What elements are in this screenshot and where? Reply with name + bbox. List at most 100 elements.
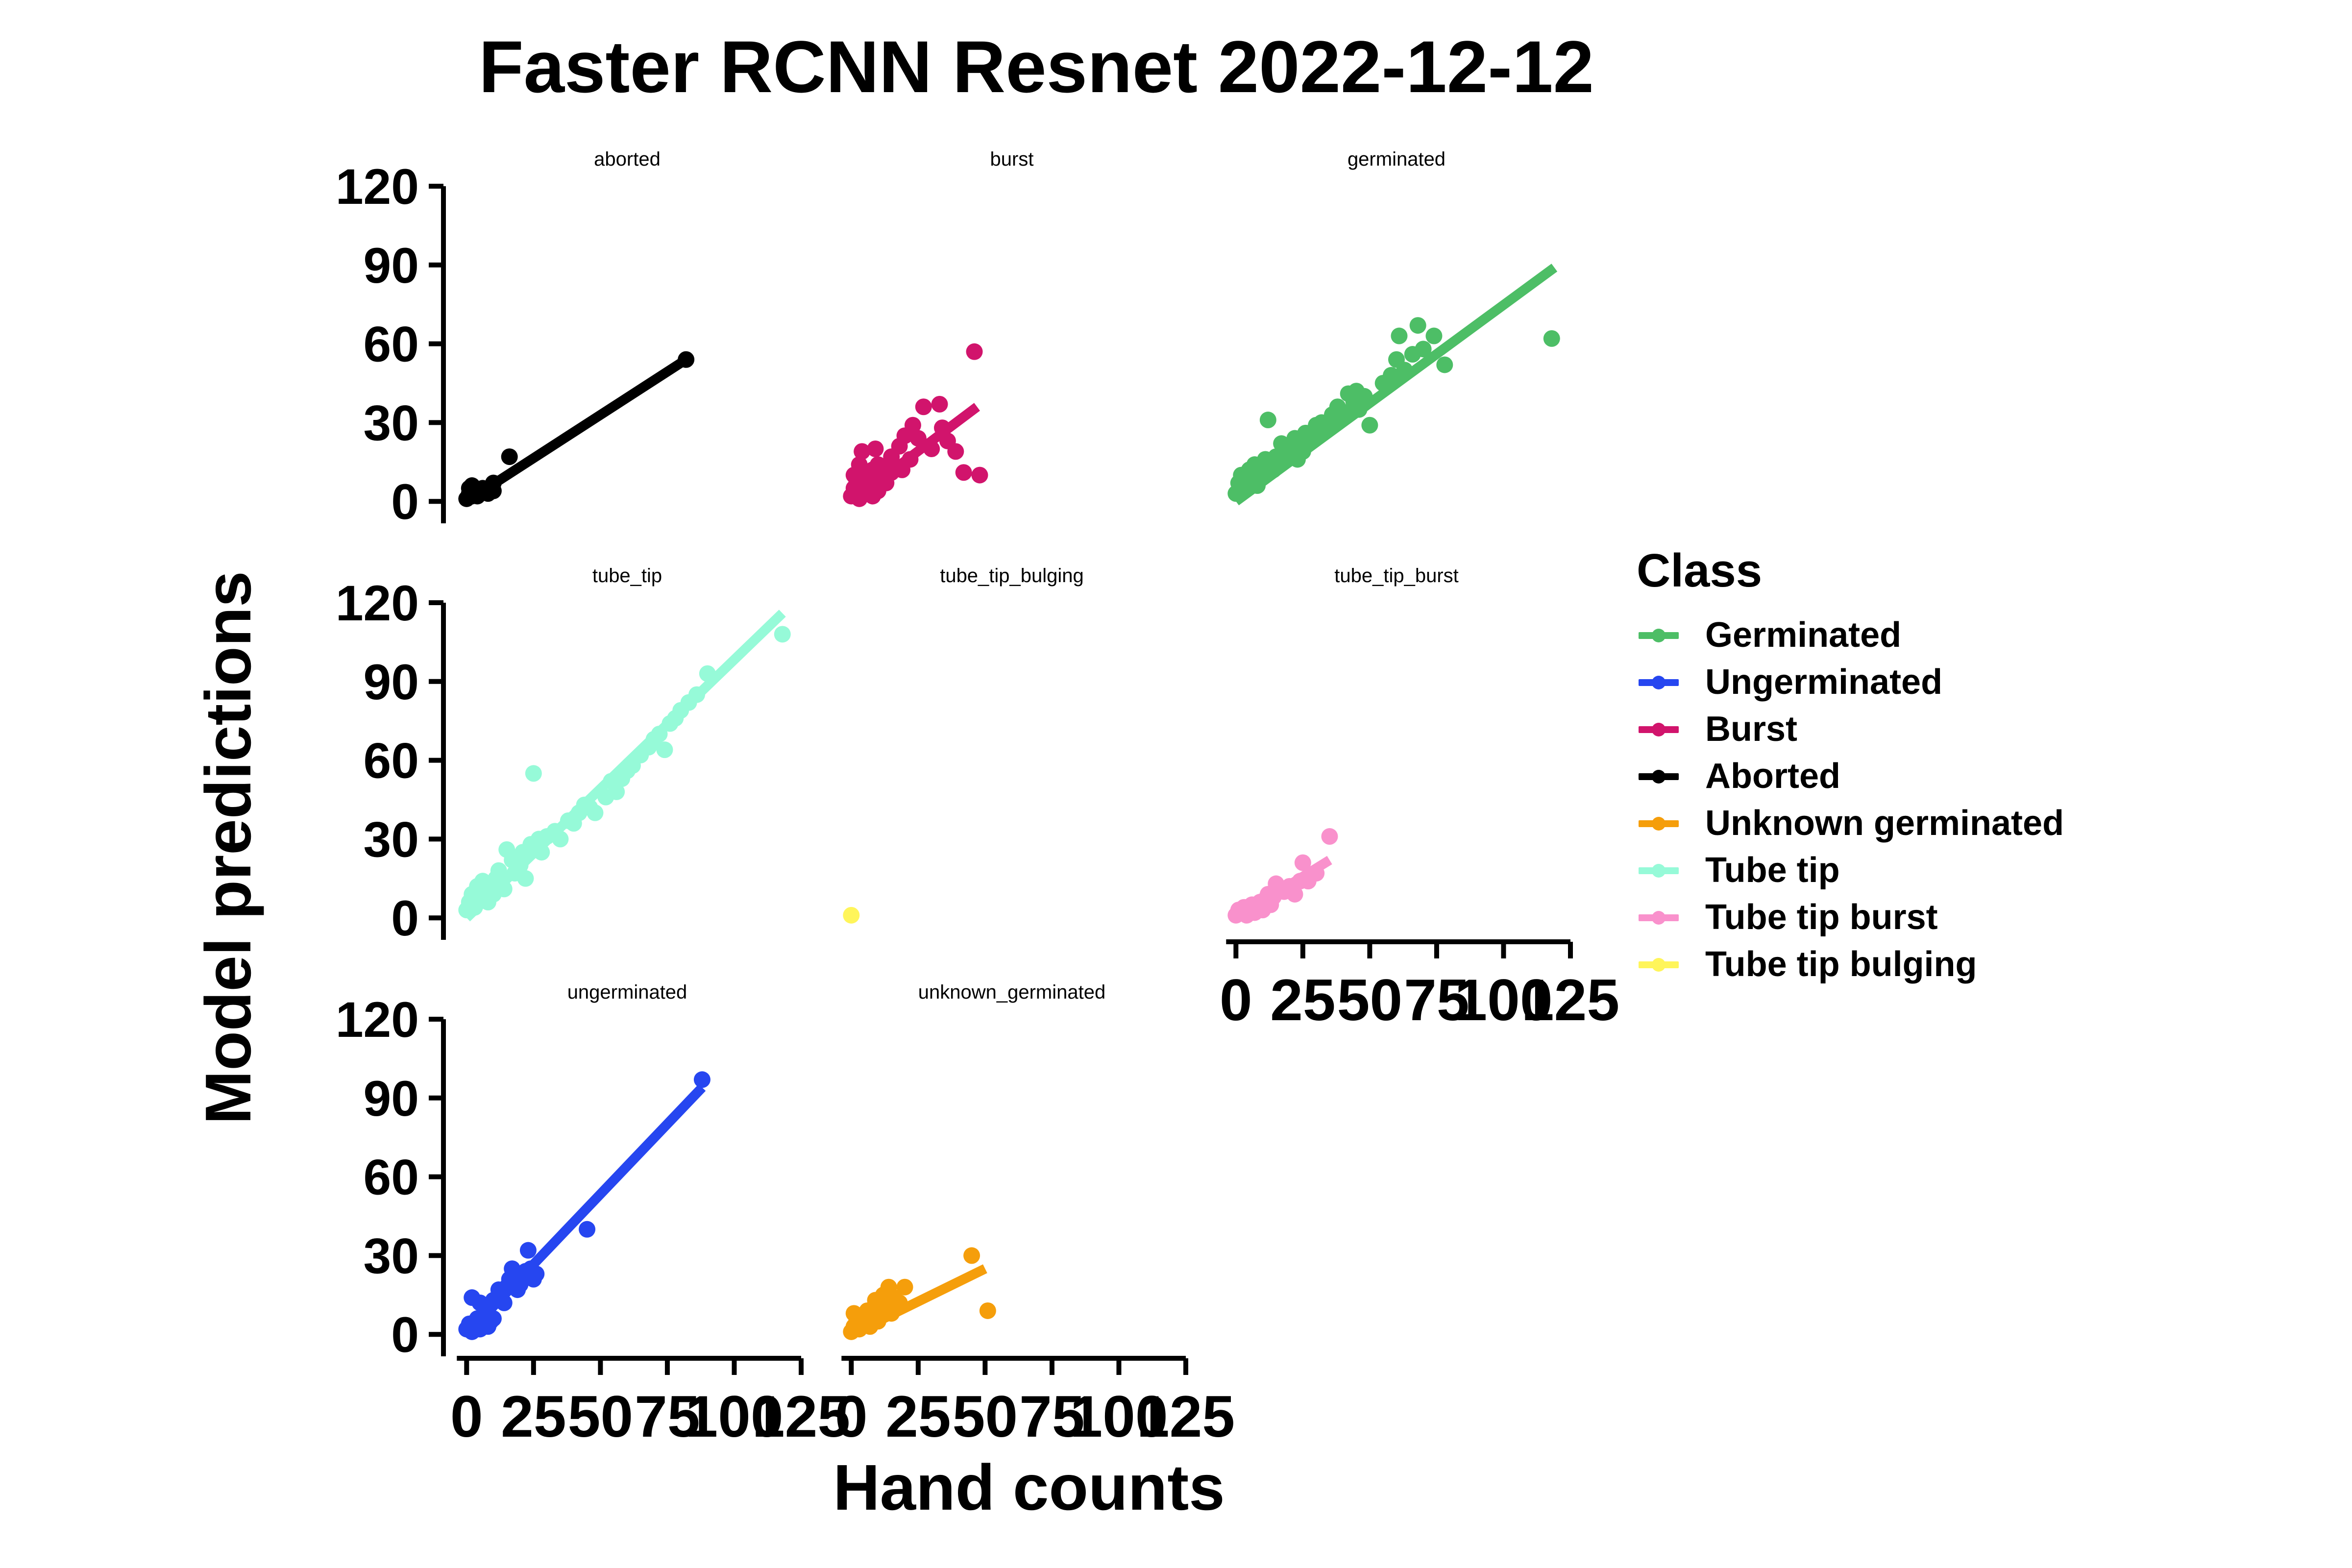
point-germinated-39 — [1383, 367, 1400, 384]
x-tick-label-unknown-germinated-25: 25 — [885, 1384, 951, 1449]
point-tube-tip-bulging-0 — [843, 906, 860, 924]
point-aborted-11 — [485, 474, 502, 491]
legend-key-burst — [1637, 714, 1681, 744]
point-tube-tip-24 — [533, 844, 550, 861]
point-germinated-12 — [1259, 412, 1276, 429]
point-unknown-germinated-21 — [979, 1302, 996, 1319]
x-tick-label-tube-tip-burst-0: 0 — [1220, 967, 1252, 1033]
point-tube-tip-50 — [699, 665, 716, 682]
point-tube-tip-14 — [495, 881, 513, 898]
y-tick-label-aborted-60: 60 — [364, 317, 419, 372]
y-tick-label-aborted-90: 90 — [364, 238, 419, 294]
legend-dot-unknown-germinated — [1652, 817, 1666, 831]
point-tube-tip-burst-23 — [1308, 865, 1325, 882]
y-tick-label-ungerminated-60: 60 — [364, 1150, 419, 1205]
legend: Class Germinated Ungerminated Burst Abor… — [1637, 544, 2064, 988]
point-germinated-14 — [1265, 461, 1282, 478]
point-burst-34 — [934, 419, 951, 437]
point-germinated-47 — [1436, 356, 1453, 373]
legend-dot-burst — [1652, 723, 1666, 736]
point-tube-tip-43 — [651, 726, 668, 742]
x-tick-label-tube-tip-burst-75: 75 — [1404, 967, 1469, 1033]
point-tube-tip-18 — [512, 857, 529, 874]
y-tick-label-ungerminated-0: 0 — [391, 1307, 419, 1363]
point-germinated-23 — [1299, 435, 1317, 452]
point-ungerminated-24 — [519, 1242, 537, 1259]
x-tick-label-ungerminated-0: 0 — [450, 1384, 483, 1449]
point-burst-36 — [947, 443, 964, 460]
y-tick-label-aborted-30: 30 — [364, 395, 419, 451]
y-tick-label-aborted-120: 120 — [336, 159, 419, 215]
point-germinated-35 — [1350, 401, 1368, 418]
x-tick-label-unknown-germinated-75: 75 — [1019, 1384, 1084, 1449]
point-germinated-45 — [1415, 341, 1432, 358]
fit-line-aborted — [464, 355, 689, 506]
legend-label-tube-tip: Tube tip — [1705, 851, 1840, 890]
panel-strip-tube-tip: tube_tip — [592, 565, 662, 587]
x-tick-label-unknown-germinated-100: 100 — [1070, 1384, 1168, 1449]
x-tick-label-ungerminated-50: 50 — [568, 1384, 633, 1449]
y-tick-label-tube-tip-120: 120 — [336, 575, 419, 631]
panel-strip-tube-tip-burst: tube_tip_burst — [1334, 565, 1459, 587]
x-tick-label-ungerminated-125: 125 — [752, 1384, 850, 1449]
y-tick-label-tube-tip-60: 60 — [364, 733, 419, 789]
point-germinated-31 — [1334, 403, 1351, 420]
point-tube-tip-49 — [688, 686, 705, 703]
point-ungerminated-29 — [693, 1071, 710, 1088]
point-burst-37 — [955, 464, 972, 481]
legend-label-aborted: Aborted — [1705, 757, 1840, 796]
legend-label-tube-tip-bulging: Tube tip bulging — [1705, 945, 1977, 984]
chart-title: Faster RCNN Resnet 2022-12-12 — [478, 25, 1594, 108]
legend-item-burst: Burst — [1637, 706, 2064, 753]
point-burst-30 — [909, 430, 927, 447]
panel-strip-aborted: aborted — [594, 148, 661, 170]
x-tick-label-tube-tip-burst-50: 50 — [1337, 967, 1402, 1033]
legend-item-ungerminated: Ungerminated — [1637, 659, 2064, 706]
point-germinated-37 — [1361, 416, 1378, 434]
y-tick-label-ungerminated-90: 90 — [364, 1071, 419, 1127]
legend-dot-tube-tip-burst — [1652, 911, 1666, 925]
y-tick-label-tube-tip-0: 0 — [391, 890, 419, 946]
point-burst-33 — [931, 395, 948, 413]
point-tube-tip-27 — [552, 831, 569, 848]
x-tick-label-ungerminated-100: 100 — [685, 1384, 783, 1449]
y-tick-label-ungerminated-30: 30 — [364, 1228, 419, 1284]
point-burst-28 — [902, 451, 919, 468]
point-burst-8 — [854, 443, 871, 460]
point-burst-32 — [923, 441, 940, 457]
legend-item-tube-tip: Tube tip — [1637, 847, 2064, 894]
legend-key-tube-tip — [1637, 856, 1681, 885]
y-axis-title: Model predictions — [192, 571, 264, 1125]
legend-key-aborted — [1637, 761, 1681, 791]
point-tube-tip-22 — [525, 765, 542, 782]
legend-dot-ungerminated — [1652, 676, 1666, 689]
point-germinated-46 — [1425, 327, 1443, 344]
y-tick-label-aborted-0: 0 — [391, 474, 419, 530]
y-tick-label-ungerminated-120: 120 — [336, 992, 419, 1048]
point-germinated-36 — [1356, 388, 1373, 405]
point-tube-tip-burst-21 — [1294, 854, 1311, 871]
point-ungerminated-16 — [495, 1294, 513, 1311]
point-ungerminated-28 — [579, 1221, 596, 1238]
point-ungerminated-12 — [485, 1310, 502, 1327]
y-tick-label-tube-tip-30: 30 — [364, 811, 419, 867]
panel-strip-ungerminated: ungerminated — [567, 981, 687, 1003]
x-tick-label-tube-tip-burst-125: 125 — [1521, 967, 1619, 1033]
panel-strip-tube-tip-bulging: tube_tip_bulging — [940, 565, 1084, 587]
point-aborted-13 — [678, 351, 695, 368]
legend-label-germinated: Germinated — [1705, 615, 1902, 655]
panel-strip-burst: burst — [990, 148, 1034, 170]
point-tube-tip-36 — [608, 783, 625, 800]
point-germinated-44 — [1409, 317, 1426, 334]
legend-dot-germinated — [1652, 629, 1666, 642]
point-germinated-48 — [1543, 330, 1560, 347]
x-tick-label-unknown-germinated-0: 0 — [835, 1384, 868, 1449]
legend-title: Class — [1637, 544, 1763, 597]
point-burst-38 — [966, 343, 983, 360]
y-tick-label-tube-tip-90: 90 — [364, 654, 419, 710]
point-burst-39 — [971, 466, 988, 484]
point-tube-tip-51 — [774, 626, 791, 643]
point-tube-tip-burst-19 — [1286, 885, 1303, 903]
x-tick-label-ungerminated-25: 25 — [501, 1384, 566, 1449]
